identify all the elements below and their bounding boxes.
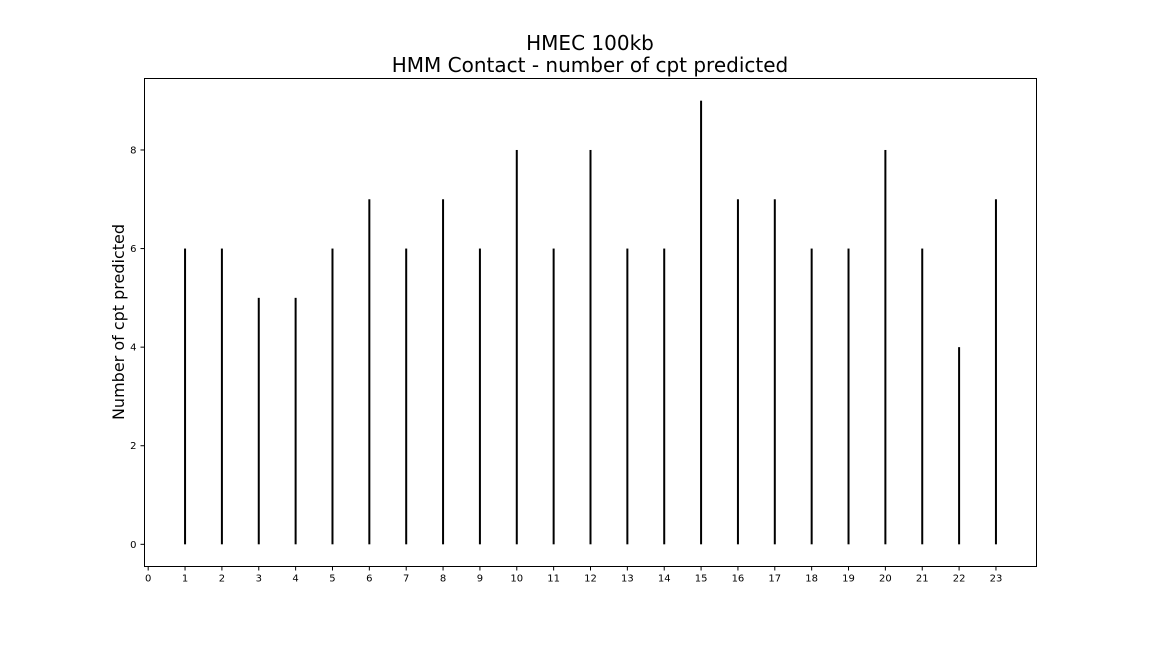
bar-19 bbox=[847, 248, 850, 545]
bars-layer bbox=[184, 100, 997, 545]
x-tick-label: 9 bbox=[477, 574, 483, 585]
bar-21 bbox=[921, 248, 924, 545]
bar-11 bbox=[552, 248, 555, 545]
x-tick-label: 14 bbox=[658, 574, 671, 585]
bar-5 bbox=[331, 248, 334, 545]
bar-15 bbox=[700, 100, 703, 545]
bar-2 bbox=[220, 248, 223, 545]
bar-3 bbox=[257, 297, 260, 545]
bar-23 bbox=[994, 199, 997, 545]
bar-17 bbox=[773, 199, 776, 545]
y-tick-label: 4 bbox=[130, 343, 136, 354]
x-tick-label: 16 bbox=[732, 574, 745, 585]
x-tick-label: 5 bbox=[329, 574, 335, 585]
y-tick-label: 0 bbox=[130, 540, 136, 551]
x-tick-label: 22 bbox=[953, 574, 966, 585]
bar-16 bbox=[736, 199, 739, 545]
bar-7 bbox=[405, 248, 408, 545]
bar-8 bbox=[442, 199, 445, 545]
chart-subtitle: HMM Contact - number of cpt predicted bbox=[392, 53, 788, 77]
y-tick-label: 8 bbox=[130, 145, 136, 156]
x-tick-label: 20 bbox=[879, 574, 892, 585]
x-tick-label: 10 bbox=[510, 574, 523, 585]
x-tick-label: 6 bbox=[366, 574, 372, 585]
bar-13 bbox=[626, 248, 629, 545]
x-tick-label: 17 bbox=[768, 574, 781, 585]
x-tick-label: 1 bbox=[182, 574, 188, 585]
bar-12 bbox=[589, 149, 592, 545]
bar-10 bbox=[515, 149, 518, 545]
x-tick-label: 11 bbox=[547, 574, 560, 585]
bar-1 bbox=[184, 248, 187, 545]
bar-6 bbox=[368, 199, 371, 545]
bar-9 bbox=[478, 248, 481, 545]
x-tick-label: 7 bbox=[403, 574, 409, 585]
y-axis-label: Number of cpt predicted bbox=[109, 224, 128, 420]
y-tick-label: 6 bbox=[130, 244, 136, 255]
y-tick-label: 2 bbox=[130, 441, 136, 452]
y-axis-ticks: 0 2 4 6 8 bbox=[130, 145, 145, 551]
x-tick-label: 12 bbox=[584, 574, 597, 585]
x-tick-label: 4 bbox=[292, 574, 298, 585]
x-tick-label: 8 bbox=[440, 574, 446, 585]
bar-20 bbox=[884, 149, 887, 545]
x-tick-label: 18 bbox=[805, 574, 818, 585]
x-tick-label: 0 bbox=[145, 574, 151, 585]
x-tick-label: 23 bbox=[990, 574, 1003, 585]
x-tick-label: 15 bbox=[695, 574, 708, 585]
plot-frame bbox=[144, 78, 1037, 567]
bar-4 bbox=[294, 297, 297, 545]
x-tick-label: 21 bbox=[916, 574, 929, 585]
x-tick-label: 13 bbox=[621, 574, 634, 585]
bar-18 bbox=[810, 248, 813, 545]
x-tick-label: 2 bbox=[219, 574, 225, 585]
chart-title: HMEC 100kb bbox=[526, 31, 654, 55]
bar-22 bbox=[958, 347, 961, 545]
x-tick-label: 3 bbox=[256, 574, 262, 585]
x-tick-label: 19 bbox=[842, 574, 855, 585]
bar-14 bbox=[663, 248, 666, 545]
x-axis-ticks: 0 1 2 3 4 5 6 7 8 9 10 11 12 13 14 15 16 17 18 19 20 21 22 23 bbox=[145, 566, 1003, 585]
